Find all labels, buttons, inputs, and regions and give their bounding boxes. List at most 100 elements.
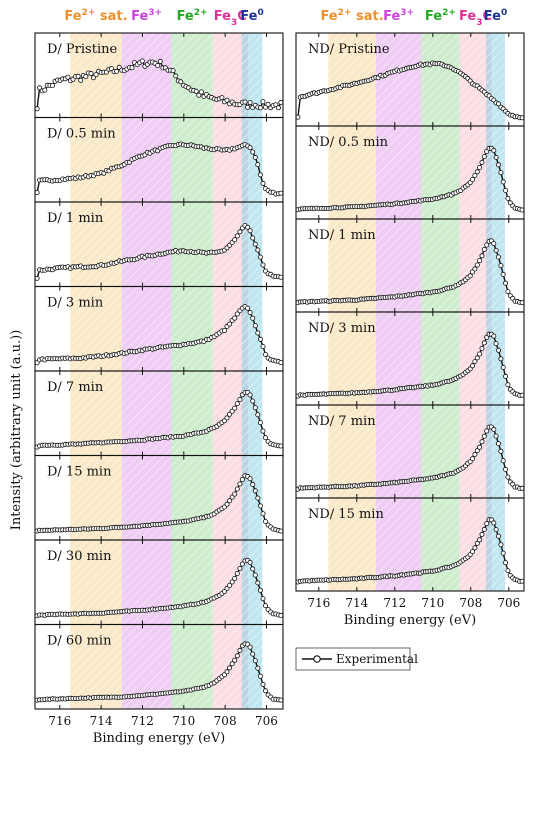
panel-label: ND/ 0.5 min xyxy=(308,135,389,150)
data-point xyxy=(234,653,240,659)
data-point xyxy=(234,486,240,492)
data-point xyxy=(232,576,238,582)
data-point xyxy=(239,476,245,482)
data-point xyxy=(234,233,240,239)
data-point xyxy=(88,70,94,76)
data-point xyxy=(495,254,501,260)
data-point xyxy=(500,458,506,464)
data-point xyxy=(260,344,266,350)
data-point xyxy=(109,66,115,72)
legend-label: Experimental xyxy=(336,652,418,666)
region-label-fe2-ND: Fe2+ xyxy=(425,8,456,24)
data-point xyxy=(252,572,258,578)
region-hatch xyxy=(171,286,213,371)
x-tick-label: 716 xyxy=(307,596,330,610)
region-label-fe0-D: Fe0 xyxy=(240,8,263,24)
data-point xyxy=(255,330,261,336)
data-point xyxy=(252,488,258,494)
data-point xyxy=(170,68,176,74)
data-point xyxy=(157,58,163,64)
data-point xyxy=(257,254,263,260)
region-label-fe0-ND: Fe0 xyxy=(484,8,507,24)
panel-nd-1: ND/ 0.5 min xyxy=(295,125,525,220)
data-point xyxy=(505,382,511,388)
data-point xyxy=(275,105,281,111)
data-point xyxy=(493,341,499,347)
panels: D/ Pristine D/ 0.5 min D/ 1 min D/ 3 min D/ … xyxy=(34,32,525,710)
data-point xyxy=(495,101,501,107)
data-point xyxy=(237,396,243,402)
data-point xyxy=(247,559,253,565)
region-hatch xyxy=(121,202,172,287)
region-hatch xyxy=(171,33,213,118)
data-point xyxy=(278,190,284,196)
panel-label: D/ 30 min xyxy=(47,549,112,564)
panel-label: D/ 15 min xyxy=(47,465,112,480)
data-point xyxy=(500,179,506,185)
region-hatch xyxy=(121,33,172,118)
data-point xyxy=(234,571,240,577)
data-point xyxy=(278,274,284,280)
region-label-fe3-ND: Fe3+ xyxy=(383,8,414,24)
data-point xyxy=(278,612,284,618)
region-hatch xyxy=(171,540,213,625)
panel-nd-4: ND/ 7 min xyxy=(295,404,525,499)
data-point xyxy=(472,545,478,551)
region-label-fe3-D: Fe3+ xyxy=(131,8,162,24)
data-point xyxy=(498,356,504,362)
data-point xyxy=(232,657,238,663)
x-axis-title: Binding energy (eV) xyxy=(93,731,225,746)
data-point xyxy=(219,95,225,101)
region-hatch xyxy=(241,117,263,202)
region-hatch xyxy=(421,405,460,498)
region-hatch xyxy=(421,498,460,591)
data-point xyxy=(196,92,202,98)
panel-d-0: D/ Pristine xyxy=(34,32,284,119)
data-point xyxy=(491,333,497,339)
data-point xyxy=(278,697,284,703)
data-point xyxy=(484,428,490,434)
data-point xyxy=(232,315,238,321)
data-point xyxy=(252,658,258,664)
data-point xyxy=(250,315,256,321)
data-point xyxy=(262,435,268,441)
panel-label: D/ Pristine xyxy=(47,42,117,57)
data-point xyxy=(93,72,99,78)
region-hatch xyxy=(241,286,263,371)
data-point xyxy=(493,527,499,533)
data-point xyxy=(250,481,256,487)
data-point xyxy=(472,172,478,178)
data-point xyxy=(481,340,487,346)
data-point xyxy=(250,149,256,155)
data-point xyxy=(469,176,475,182)
data-point xyxy=(491,147,497,153)
data-point xyxy=(493,154,499,160)
data-point xyxy=(247,392,253,398)
legend: Experimental xyxy=(295,647,418,671)
data-point xyxy=(278,528,284,534)
data-point xyxy=(481,154,487,160)
data-point xyxy=(484,521,490,527)
data-point xyxy=(278,360,284,366)
panel-frame xyxy=(295,497,525,592)
data-point xyxy=(500,271,506,277)
data-point xyxy=(260,180,266,186)
panel-label: ND/ Pristine xyxy=(308,42,390,57)
data-point xyxy=(237,647,243,653)
data-point xyxy=(245,104,251,110)
data-point xyxy=(469,549,475,555)
region-label-fe2sat-D: Fe2+ sat. xyxy=(64,8,127,24)
data-point xyxy=(498,170,504,176)
panel-label: D/ 3 min xyxy=(47,296,104,311)
data-point xyxy=(75,73,81,79)
data-point xyxy=(227,411,233,417)
data-point xyxy=(474,262,480,268)
data-point xyxy=(474,448,480,454)
data-point xyxy=(472,451,478,457)
data-point xyxy=(479,159,485,165)
data-point xyxy=(247,228,253,234)
data-point xyxy=(257,420,263,426)
panel-nd-3: ND/ 3 min xyxy=(295,311,525,406)
